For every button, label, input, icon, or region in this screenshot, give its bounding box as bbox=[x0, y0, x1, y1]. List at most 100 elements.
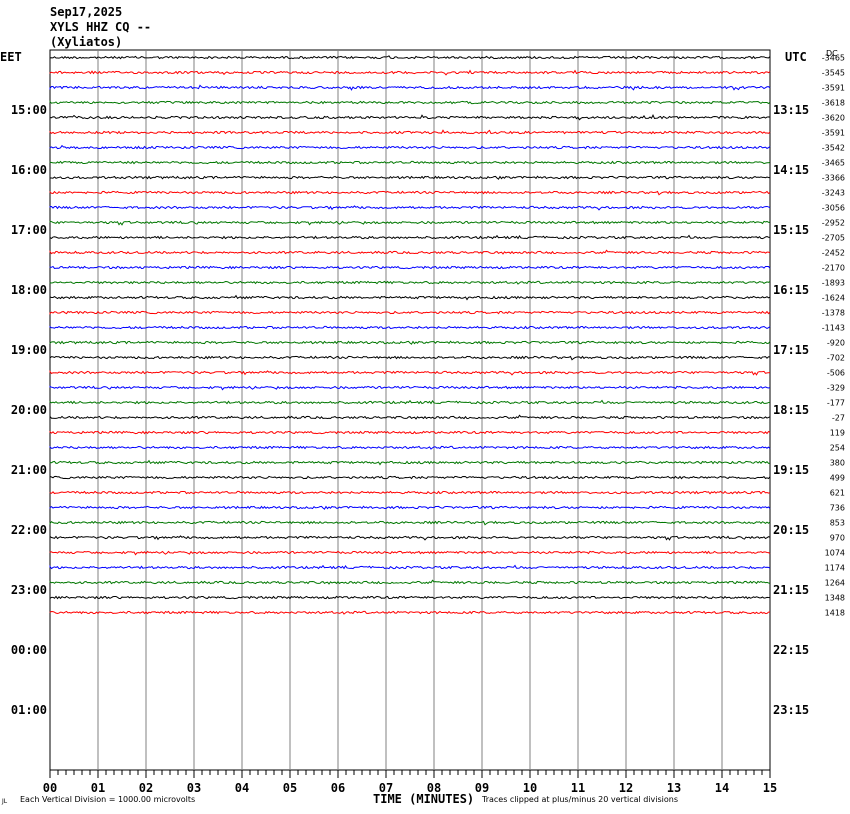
x-tick-label: 13 bbox=[667, 781, 681, 795]
x-tick-label: 14 bbox=[715, 781, 729, 795]
dc-offset-label: -27 bbox=[832, 414, 845, 423]
left-hour-label: 19:00 bbox=[11, 343, 47, 357]
seismic-trace bbox=[49, 610, 771, 615]
x-tick-label: 00 bbox=[43, 781, 57, 795]
left-hour-label: 21:00 bbox=[11, 463, 47, 477]
dc-offset-label: -3243 bbox=[822, 189, 845, 198]
dc-offset-label: -1893 bbox=[822, 279, 845, 288]
x-tick-label: 08 bbox=[427, 781, 441, 795]
seismic-trace bbox=[49, 175, 771, 180]
seismic-trace bbox=[49, 399, 771, 405]
seismic-trace bbox=[49, 129, 771, 135]
left-timezone-label: EET bbox=[0, 50, 22, 64]
left-hour-label: 17:00 bbox=[11, 223, 47, 237]
corner-mark: JL bbox=[2, 798, 8, 805]
x-tick-label: 12 bbox=[619, 781, 633, 795]
scale-note: Each Vertical Division = 1000.00 microvo… bbox=[20, 795, 196, 804]
seismic-trace bbox=[49, 595, 771, 600]
seismic-trace bbox=[49, 564, 771, 570]
dc-offset-label: 736 bbox=[830, 504, 845, 513]
seismic-trace bbox=[49, 414, 771, 420]
dc-offset-label: -1624 bbox=[822, 294, 845, 303]
dc-offset-label: -3542 bbox=[822, 144, 845, 153]
seismic-trace bbox=[49, 265, 771, 270]
plot-frame bbox=[49, 49, 771, 771]
x-tick-label: 10 bbox=[523, 781, 537, 795]
seismic-trace bbox=[49, 505, 771, 510]
dc-offset-label: 380 bbox=[830, 459, 845, 468]
seismic-trace bbox=[49, 385, 771, 391]
seismic-trace bbox=[49, 535, 771, 541]
right-hour-label: 19:15 bbox=[773, 463, 809, 477]
x-tick-label: 09 bbox=[475, 781, 489, 795]
record-date: Sep17,2025 bbox=[50, 5, 123, 19]
dc-offset-label: 970 bbox=[830, 534, 845, 543]
dc-offset-label: 1348 bbox=[825, 594, 845, 603]
seismic-trace bbox=[49, 459, 771, 466]
dc-offset-label: 119 bbox=[830, 429, 845, 438]
left-hour-label: 15:00 bbox=[11, 103, 47, 117]
seismic-trace bbox=[49, 310, 771, 315]
x-tick-label: 04 bbox=[235, 781, 249, 795]
seismic-trace bbox=[49, 100, 771, 105]
left-hour-label: 00:00 bbox=[11, 643, 47, 657]
seismic-trace bbox=[49, 144, 771, 150]
seismic-trace bbox=[49, 234, 771, 240]
dc-offset-label: -329 bbox=[827, 384, 845, 393]
right-hour-label: 14:15 bbox=[773, 163, 809, 177]
right-hour-label: 13:15 bbox=[773, 103, 809, 117]
seismic-trace bbox=[49, 160, 771, 165]
right-hour-label: 18:15 bbox=[773, 403, 809, 417]
dc-offset-label: -1143 bbox=[822, 324, 845, 333]
right-timezone-label: UTC bbox=[785, 50, 807, 64]
dc-offset-label: 621 bbox=[830, 489, 845, 498]
dc-offset-label: 499 bbox=[830, 474, 845, 483]
station-code: XYLS HHZ CQ -- bbox=[50, 20, 152, 34]
seismic-trace bbox=[49, 520, 771, 526]
x-tick-label: 11 bbox=[571, 781, 585, 795]
left-hour-label: 01:00 bbox=[11, 703, 47, 717]
left-hour-label: 18:00 bbox=[11, 283, 47, 297]
dc-offset-label: 1074 bbox=[825, 549, 845, 558]
right-hour-label: 23:15 bbox=[773, 703, 809, 717]
seismic-trace bbox=[49, 475, 771, 480]
clip-note: Traces clipped at plus/minus 20 vertical… bbox=[482, 795, 679, 804]
seismic-trace bbox=[49, 294, 771, 301]
seismic-trace bbox=[49, 69, 771, 76]
x-tick-label: 15 bbox=[763, 781, 777, 795]
dc-header: DC bbox=[826, 49, 838, 58]
dc-offset-label: -2952 bbox=[822, 219, 845, 228]
seismic-trace bbox=[49, 280, 771, 285]
right-hour-label: 16:15 bbox=[773, 283, 809, 297]
seismic-trace bbox=[49, 370, 771, 376]
dc-offset-label: -177 bbox=[827, 399, 845, 408]
left-hour-label: 16:00 bbox=[11, 163, 47, 177]
dc-offset-label: -3366 bbox=[822, 174, 845, 183]
dc-offset-label: 853 bbox=[830, 519, 845, 528]
seismic-trace bbox=[49, 220, 771, 226]
seismic-trace bbox=[49, 205, 771, 211]
dc-offset-label: 1174 bbox=[825, 564, 845, 573]
dc-offset-label: 1264 bbox=[825, 579, 845, 588]
x-tick-label: 01 bbox=[91, 781, 105, 795]
seismic-trace bbox=[49, 355, 771, 361]
seismic-trace bbox=[49, 490, 771, 495]
dc-offset-label: -3545 bbox=[822, 69, 845, 78]
x-tick-label: 06 bbox=[331, 781, 345, 795]
seismic-trace bbox=[49, 579, 771, 585]
dc-offset-label: 1418 bbox=[825, 609, 845, 618]
dc-offset-label: -2705 bbox=[822, 234, 845, 243]
right-hour-label: 15:15 bbox=[773, 223, 809, 237]
seismic-trace bbox=[49, 430, 771, 435]
dc-offset-label: -2170 bbox=[822, 264, 845, 273]
x-tick-label: 02 bbox=[139, 781, 153, 795]
dc-offset-label: -3465 bbox=[822, 54, 845, 63]
seismic-trace bbox=[49, 114, 771, 121]
left-hour-label: 20:00 bbox=[11, 403, 47, 417]
seismic-trace bbox=[49, 190, 771, 196]
seismic-trace bbox=[49, 340, 771, 345]
dc-offset-label: -1378 bbox=[822, 309, 845, 318]
dc-offset-label: -3618 bbox=[822, 99, 845, 108]
right-hour-label: 22:15 bbox=[773, 643, 809, 657]
